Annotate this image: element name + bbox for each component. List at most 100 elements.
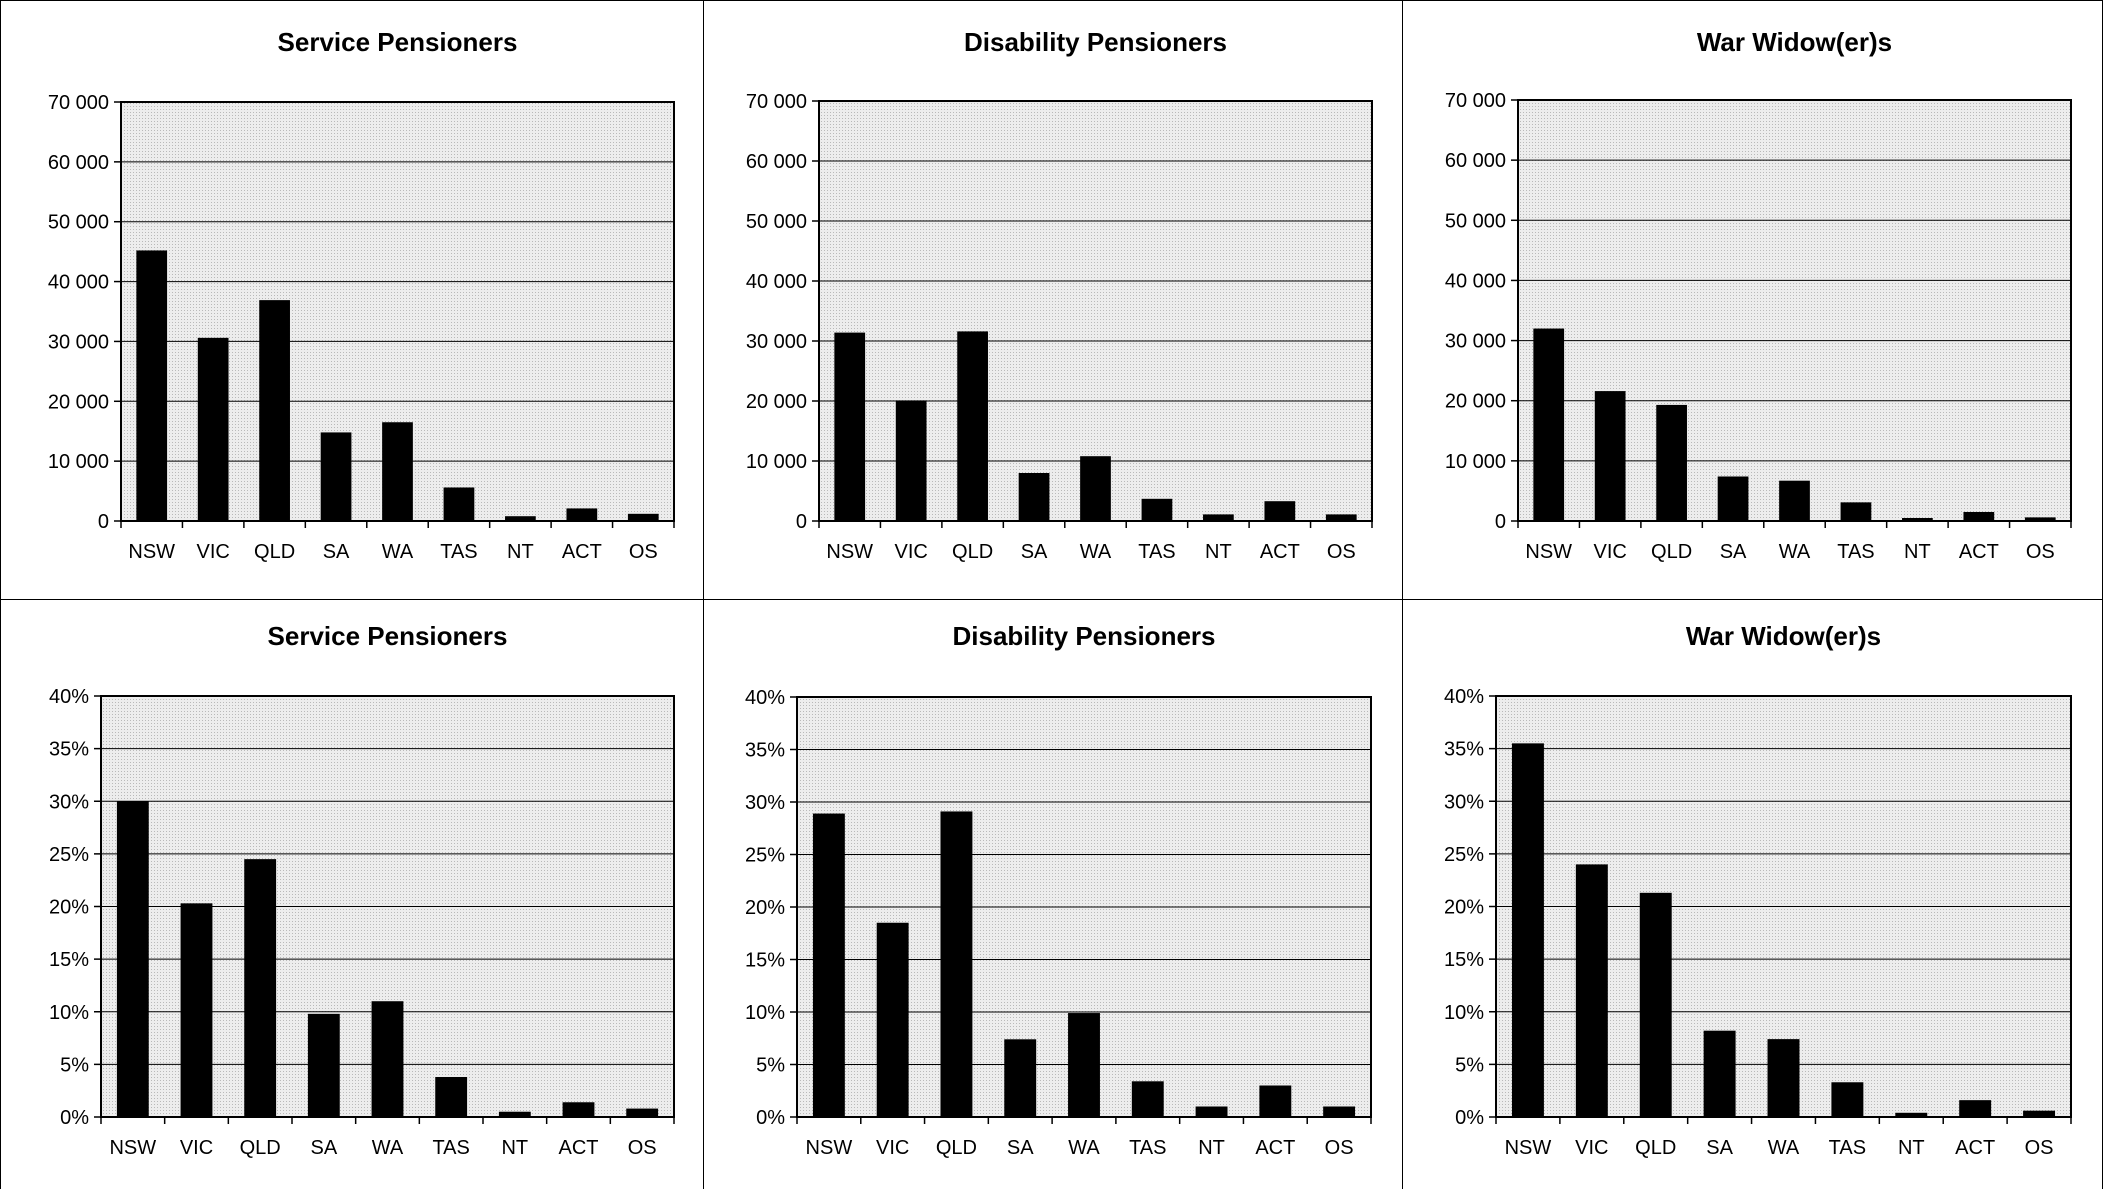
- y-tick-label: 40 000: [746, 271, 807, 293]
- service-pensioners-count-chart: Service Pensioners 0 10 000 20 000 30 000 40 …: [48, 27, 675, 563]
- x-tick-label: VIC: [1575, 1137, 1608, 1159]
- x-tick-label: QLD: [1635, 1137, 1676, 1159]
- y-tick-label: 30 000: [746, 331, 807, 353]
- x-tick-label: SA: [1007, 1137, 1034, 1159]
- bar-wa: [371, 1001, 404, 1117]
- x-tick-label: ACT: [1959, 541, 1999, 563]
- chart-panel-disability-percent: Disability Pensioners 0% 5% 10% 15% 20% 25% 30%…: [704, 600, 1403, 1189]
- x-tick-label: NT: [1205, 541, 1232, 563]
- bar-vic: [1575, 864, 1608, 1117]
- bar-nsw: [1533, 328, 1565, 521]
- bar-tas: [1141, 498, 1173, 521]
- x-tick-label: NSW: [806, 1137, 853, 1159]
- x-tick-label: ACT: [559, 1137, 599, 1159]
- x-tick-label: NT: [501, 1137, 528, 1159]
- war-widowers-count-chart: War Widow(er)s 0 10 000 20 000 30 000 40 000 5…: [1445, 27, 2072, 563]
- y-tick-label: 0%: [60, 1107, 89, 1129]
- service-pensioners-percent-chart: Service Pensioners 0% 5% 10% 15% 20% 25% 30% 35%…: [49, 621, 675, 1159]
- x-tick-label: TAS: [432, 1137, 469, 1159]
- bar-wa: [1068, 1013, 1100, 1117]
- x-tick-label: TAS: [1837, 541, 1874, 563]
- y-tick-label: 30%: [1444, 791, 1484, 813]
- x-tick-label: WA: [372, 1137, 404, 1159]
- bar-qld: [940, 811, 973, 1117]
- x-tick-label: WA: [1068, 1137, 1100, 1159]
- bar-nsw: [1511, 743, 1544, 1117]
- y-tick-label: 25%: [49, 844, 89, 866]
- plot-frame: [100, 695, 675, 1118]
- y-tick-label: 5%: [60, 1054, 89, 1076]
- x-tick-label: OS: [629, 541, 658, 563]
- bar-act: [562, 1102, 595, 1117]
- x-tick-label: NT: [507, 541, 534, 563]
- bar-qld: [1656, 404, 1687, 521]
- bar-vic: [197, 337, 229, 521]
- x-tick-label: SA: [1720, 541, 1747, 563]
- bar-act: [1959, 1100, 1992, 1117]
- bar-nsw: [136, 250, 168, 521]
- chart-title: Disability Pensioners: [964, 27, 1227, 57]
- y-tick-label: 20%: [745, 897, 785, 919]
- disability-pensioners-percent-chart: Disability Pensioners 0% 5% 10% 15% 20% 25% 30%…: [745, 621, 1372, 1159]
- y-tick-label: 60 000: [1445, 150, 1506, 172]
- y-tick-label: 0: [98, 511, 109, 533]
- y-tick-label: 40 000: [48, 272, 109, 294]
- x-tick-label: OS: [1327, 541, 1356, 563]
- x-tick-label: NSW: [109, 1137, 156, 1159]
- bar-qld: [259, 300, 290, 521]
- bar-nsw: [834, 332, 866, 521]
- x-tick-label: QLD: [1651, 541, 1692, 563]
- x-tick-label: QLD: [254, 541, 295, 563]
- y-tick-label: 30%: [745, 792, 785, 814]
- bar-nt: [505, 516, 536, 521]
- x-tick-label: WA: [1768, 1137, 1800, 1159]
- x-tick-label: SA: [1021, 541, 1048, 563]
- y-tick-label: 30 000: [1445, 331, 1506, 353]
- bar-tas: [443, 487, 475, 521]
- x-tick-label: WA: [1080, 541, 1112, 563]
- x-tick-label: WA: [1779, 541, 1811, 563]
- bar-vic: [876, 922, 909, 1117]
- bar-os: [1325, 514, 1357, 521]
- bar-os: [1323, 1106, 1356, 1117]
- y-tick-label: 10%: [1444, 1002, 1484, 1024]
- bar-os: [2023, 1110, 2056, 1117]
- x-tick-label: ACT: [562, 541, 602, 563]
- x-tick-label: TAS: [1138, 541, 1175, 563]
- y-tick-label: 15%: [745, 950, 785, 972]
- chart-title: Service Pensioners: [278, 27, 518, 57]
- x-tick-label: NSW: [826, 541, 873, 563]
- bar-tas: [1840, 502, 1872, 521]
- bar-nt: [1203, 514, 1234, 521]
- x-tick-label: TAS: [1129, 1137, 1166, 1159]
- y-tick-label: 5%: [1455, 1054, 1484, 1076]
- y-tick-label: 25%: [1444, 844, 1484, 866]
- y-tick-label: 0%: [756, 1107, 785, 1129]
- y-tick-label: 20%: [1444, 897, 1484, 919]
- war-widowers-percent-chart: War Widow(er)s 0% 5% 10% 15% 20% 25% 30% 35% 40% N…: [1444, 621, 2072, 1159]
- y-tick-label: 40%: [49, 686, 89, 708]
- bar-qld: [957, 331, 988, 521]
- bar-nt: [1902, 517, 1933, 521]
- plot-frame: [1517, 99, 2072, 522]
- bar-vic: [895, 400, 927, 521]
- bar-act: [1963, 511, 1995, 521]
- bar-act: [1259, 1085, 1292, 1117]
- x-tick-label: QLD: [952, 541, 993, 563]
- y-tick-label: 5%: [756, 1055, 785, 1077]
- bar-qld: [1639, 892, 1672, 1117]
- chart-title: War Widow(er)s: [1686, 621, 1881, 651]
- x-tick-label: OS: [2026, 541, 2055, 563]
- bar-nt: [498, 1111, 531, 1117]
- y-tick-label: 10%: [745, 1002, 785, 1024]
- y-tick-label: 30 000: [48, 331, 109, 353]
- chart-title: Disability Pensioners: [953, 621, 1216, 651]
- x-tick-label: NSW: [128, 541, 175, 563]
- bar-sa: [320, 432, 352, 521]
- bar-sa: [1004, 1039, 1037, 1117]
- plot-frame: [120, 101, 675, 522]
- bar-sa: [307, 1013, 340, 1117]
- y-tick-label: 10 000: [48, 451, 109, 473]
- x-tick-label: QLD: [936, 1137, 977, 1159]
- y-tick-label: 0%: [1455, 1107, 1484, 1129]
